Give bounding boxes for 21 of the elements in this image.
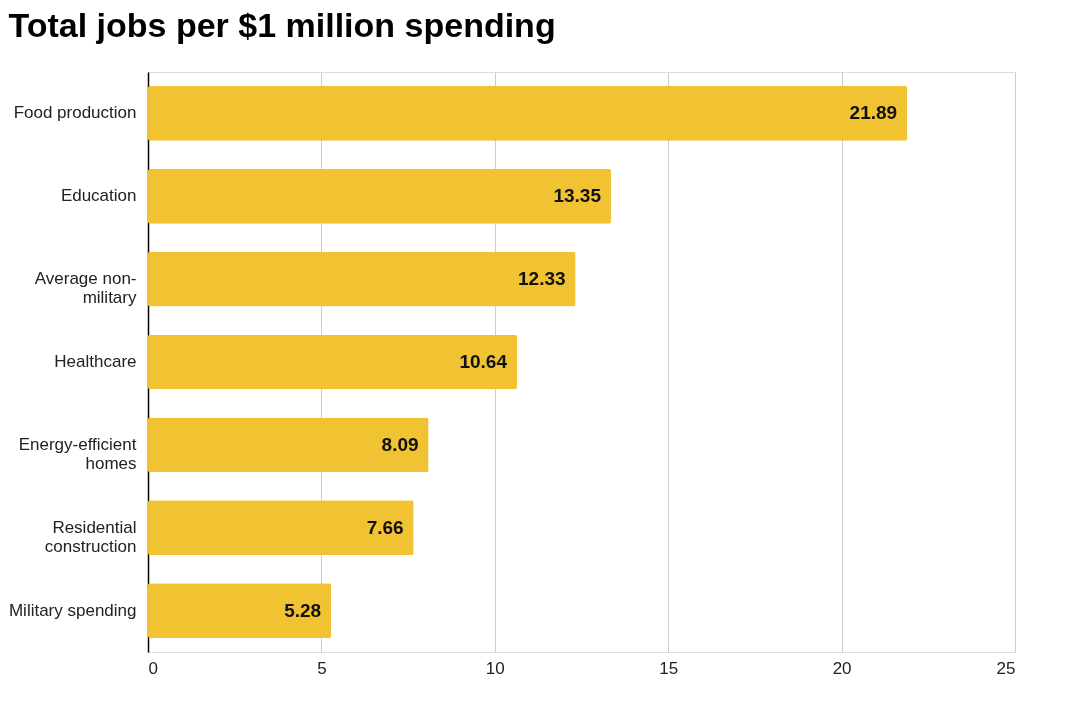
y-tick-label: Energy-efficient homes (18, 434, 137, 473)
x-tick-label: 5 (317, 658, 327, 678)
data-label: 8.09 (381, 433, 419, 455)
data-label: 5.28 (284, 599, 322, 621)
data-label: 10.64 (459, 351, 508, 372)
x-tick-label: 20 (832, 658, 852, 678)
data-label: 7.66 (366, 516, 404, 538)
y-tick-label: Average non-military (34, 269, 137, 308)
y-tick-label: Residential construction (44, 517, 137, 556)
x-tick-label: 0 (148, 658, 158, 678)
y-tick-label: Education (60, 186, 137, 206)
x-tick-label: 10 (485, 658, 505, 678)
y-tick-label: Military spending (8, 600, 137, 620)
data-label: 13.35 (553, 185, 602, 207)
chart-title: Total jobs per $1 million spending (8, 6, 556, 44)
x-tick-label: 15 (659, 658, 679, 678)
y-tick-label: Healthcare (54, 352, 137, 371)
data-label: 21.89 (849, 102, 898, 124)
y-tick-label: Food production (13, 103, 137, 123)
data-label: 12.33 (518, 268, 566, 290)
x-tick-label: 25 (996, 658, 1016, 678)
